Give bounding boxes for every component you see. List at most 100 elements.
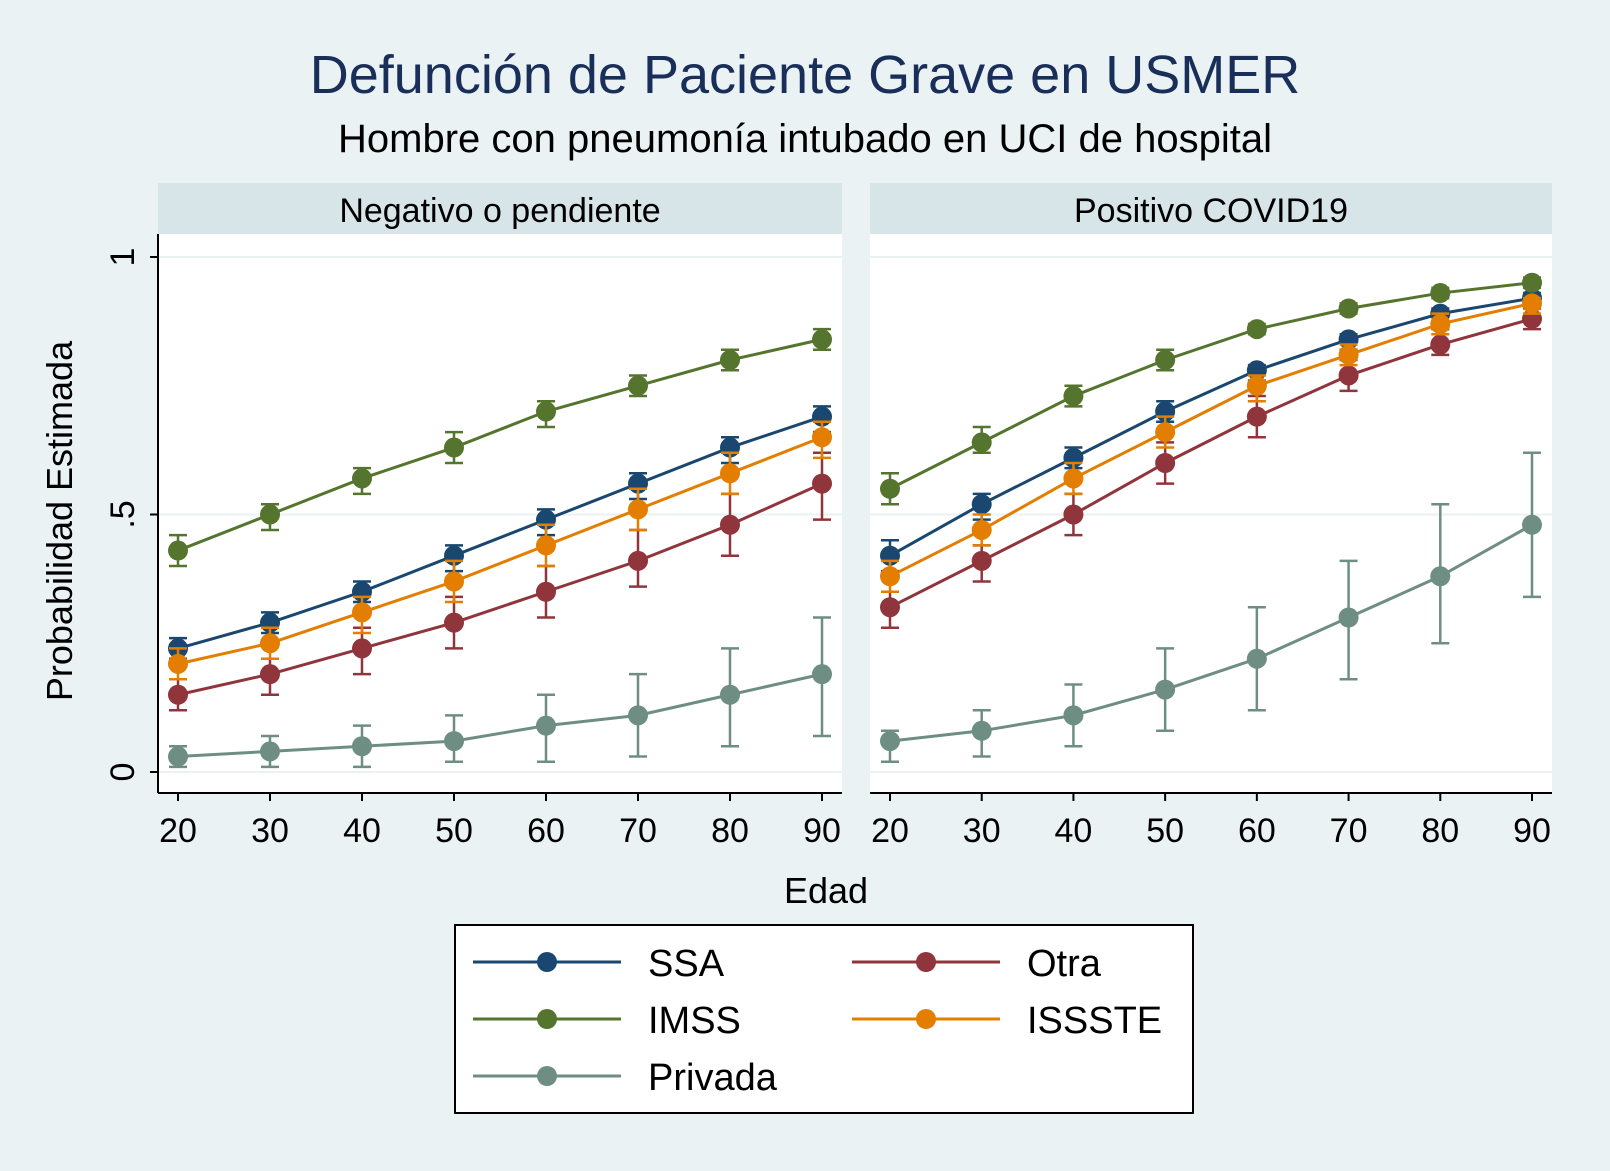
data-point bbox=[536, 581, 556, 602]
data-point bbox=[720, 684, 740, 705]
legend-swatch-marker bbox=[916, 952, 936, 972]
panel-2: Positivo COVID19 20 30 40 50 60 70 80 90 bbox=[870, 183, 1552, 850]
x-tick-label: 20 bbox=[159, 812, 197, 850]
data-point bbox=[628, 499, 648, 520]
data-point bbox=[1063, 504, 1084, 525]
data-point bbox=[880, 566, 900, 587]
legend-label: Privada bbox=[648, 1057, 778, 1099]
data-point bbox=[812, 473, 832, 494]
x-tick-label: 90 bbox=[803, 812, 841, 850]
series-imss bbox=[168, 327, 832, 568]
data-point bbox=[168, 684, 188, 705]
x-tick-label: 20 bbox=[871, 812, 909, 850]
series-issste bbox=[880, 293, 1542, 593]
data-point bbox=[812, 329, 832, 350]
data-point bbox=[1246, 375, 1267, 396]
data-point bbox=[720, 350, 740, 370]
data-point bbox=[352, 638, 372, 659]
legend-swatch-marker bbox=[537, 952, 557, 972]
series-line bbox=[177, 435, 823, 666]
series-line bbox=[177, 672, 823, 759]
series-line bbox=[889, 296, 1533, 558]
data-point bbox=[1063, 705, 1084, 726]
legend-swatch-marker bbox=[537, 1009, 557, 1029]
series-line bbox=[177, 415, 823, 650]
data-point bbox=[444, 731, 464, 752]
data-point bbox=[168, 746, 188, 767]
panel-title: Negativo o pendiente bbox=[339, 192, 660, 230]
data-point bbox=[1338, 365, 1359, 386]
data-point bbox=[628, 550, 648, 571]
x-tick-label: 70 bbox=[1330, 812, 1368, 850]
series-line bbox=[889, 281, 1533, 491]
y-axis-title: Probabilidad Estimada bbox=[39, 340, 80, 701]
data-point bbox=[880, 597, 900, 618]
data-point bbox=[352, 602, 372, 623]
data-point bbox=[880, 478, 900, 499]
series-line bbox=[177, 337, 823, 552]
x-axis-title: Edad bbox=[784, 870, 868, 911]
x-tick-label: 90 bbox=[1513, 812, 1551, 850]
data-point bbox=[536, 401, 556, 422]
legend-label: IMSS bbox=[648, 1000, 741, 1042]
data-point bbox=[1246, 319, 1267, 340]
y-tick-label: 1 bbox=[104, 248, 142, 267]
data-point bbox=[444, 571, 464, 592]
panels: Negativo o pendiente 20 30 40 50 60 70 80 90 0 .5 1… bbox=[104, 183, 1552, 850]
data-point bbox=[1063, 468, 1084, 489]
data-point bbox=[1063, 386, 1084, 407]
x-tick-label: 50 bbox=[435, 812, 473, 850]
series-issste bbox=[168, 420, 832, 681]
legend-item-privada: Privada bbox=[473, 1057, 778, 1099]
legend: SSA Otra IMSS ISSSTE Privada bbox=[454, 924, 1194, 1114]
data-point bbox=[628, 375, 648, 396]
data-point bbox=[536, 535, 556, 556]
data-point bbox=[1430, 313, 1451, 334]
legend-item-otra: Otra bbox=[852, 943, 1102, 985]
data-point bbox=[168, 653, 188, 674]
data-point bbox=[1246, 406, 1267, 427]
x-tick-label: 50 bbox=[1146, 812, 1184, 850]
panel-header bbox=[158, 183, 842, 234]
legend-label: SSA bbox=[648, 943, 725, 985]
x-tick-label: 70 bbox=[619, 812, 657, 850]
data-point bbox=[352, 736, 372, 757]
data-point bbox=[1522, 514, 1542, 535]
x-tick-label: 80 bbox=[1421, 812, 1459, 850]
x-tick-label: 30 bbox=[963, 812, 1001, 850]
series-imss bbox=[880, 272, 1542, 506]
x-tick-label: 80 bbox=[711, 812, 749, 850]
data-point bbox=[260, 633, 280, 654]
data-point bbox=[1338, 298, 1359, 319]
data-point bbox=[352, 468, 372, 489]
data-point bbox=[1155, 350, 1176, 370]
x-tick-label: 60 bbox=[1238, 812, 1276, 850]
series-line bbox=[889, 301, 1533, 578]
data-point bbox=[1155, 422, 1176, 443]
series-privada bbox=[168, 616, 832, 769]
legend-item-ssa: SSA bbox=[473, 943, 725, 985]
data-point bbox=[628, 705, 648, 726]
data-point bbox=[1430, 566, 1451, 587]
data-point bbox=[812, 427, 832, 448]
data-point bbox=[1522, 272, 1542, 293]
data-point bbox=[812, 664, 832, 685]
data-point bbox=[260, 741, 280, 762]
chart-title: Defunción de Paciente Grave en USMER bbox=[310, 45, 1301, 105]
data-point bbox=[1155, 453, 1176, 473]
legend-label: Otra bbox=[1027, 943, 1102, 985]
data-point bbox=[536, 715, 556, 736]
data-point bbox=[444, 437, 464, 458]
series-line bbox=[889, 523, 1533, 743]
series-line bbox=[177, 482, 823, 697]
series-otra bbox=[168, 451, 832, 712]
series-line bbox=[889, 317, 1533, 609]
x-tick-label: 60 bbox=[527, 812, 565, 850]
legend-item-imss: IMSS bbox=[473, 1000, 741, 1042]
panel-header bbox=[870, 183, 1552, 234]
data-point bbox=[1430, 283, 1451, 304]
data-point bbox=[1155, 679, 1176, 700]
data-point bbox=[1246, 648, 1267, 669]
data-point bbox=[971, 550, 992, 571]
